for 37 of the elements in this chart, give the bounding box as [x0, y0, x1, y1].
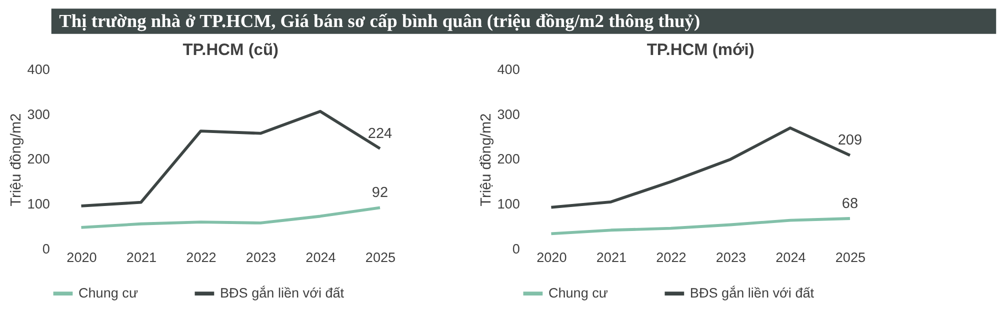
y-tick-label: 100 [27, 196, 50, 212]
x-tick-label: 2021 [126, 250, 157, 266]
data-label: 68 [842, 196, 858, 212]
data-label: 224 [368, 126, 392, 142]
y-tick-label: 400 [497, 62, 520, 78]
x-tick-label: 2025 [835, 250, 866, 266]
legend-label: BĐS gắn liền với đất [690, 285, 814, 300]
legend-label: BĐS gắn liền với đất [220, 285, 344, 300]
chart-title: TP.HCM (mới) [646, 41, 754, 60]
x-tick-label: 2021 [596, 250, 627, 266]
data-label: 209 [838, 132, 862, 149]
line-series [80, 206, 382, 229]
y-tick-label: 100 [497, 196, 520, 212]
legend-label: Chung cư [78, 285, 138, 300]
line-series [550, 217, 852, 236]
y-axis-title: Triệu đồng/m2 [478, 113, 494, 206]
x-tick-label: 2024 [306, 250, 336, 266]
y-tick-label: 300 [27, 106, 50, 122]
y-tick-label: 0 [512, 241, 520, 256]
x-tick-label: 2020 [536, 250, 567, 266]
data-label: 92 [372, 185, 388, 202]
y-tick-label: 300 [497, 106, 520, 122]
y-tick-label: 400 [27, 62, 50, 78]
y-tick-label: 200 [497, 152, 520, 167]
chart-title: TP.HCM (cũ) [182, 41, 279, 60]
x-tick-label: 2023 [716, 250, 746, 266]
x-tick-label: 2025 [365, 250, 396, 266]
x-tick-label: 2022 [656, 250, 686, 266]
y-tick-label: 0 [42, 241, 50, 256]
x-tick-label: 2023 [246, 250, 276, 266]
y-axis-title: Triệu đồng/m2 [8, 113, 24, 206]
x-tick-label: 2020 [66, 250, 97, 266]
y-tick-label: 200 [27, 152, 50, 167]
x-tick-label: 2022 [186, 250, 216, 266]
text: Thị trường nhà ở TP.HCM, Giá bán sơ cấp bình quân (triệu đồng/m2 thông thuỷ) [59, 11, 700, 32]
x-tick-label: 2024 [776, 250, 806, 266]
legend-label: Chung cư [548, 285, 608, 300]
